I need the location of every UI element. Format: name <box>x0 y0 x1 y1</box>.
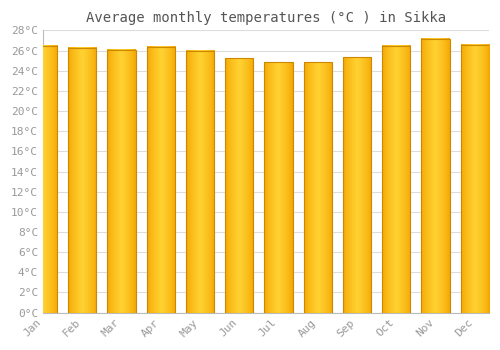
Bar <box>264 62 292 313</box>
Bar <box>146 47 175 313</box>
Bar <box>460 44 489 313</box>
Bar <box>225 58 254 313</box>
Bar <box>422 38 450 313</box>
Bar <box>68 48 96 313</box>
Bar <box>343 57 371 313</box>
Bar <box>29 46 57 313</box>
Bar <box>304 62 332 313</box>
Bar <box>108 50 136 313</box>
Bar <box>382 46 410 313</box>
Bar <box>186 51 214 313</box>
Title: Average monthly temperatures (°C ) in Sikka: Average monthly temperatures (°C ) in Si… <box>86 11 446 25</box>
